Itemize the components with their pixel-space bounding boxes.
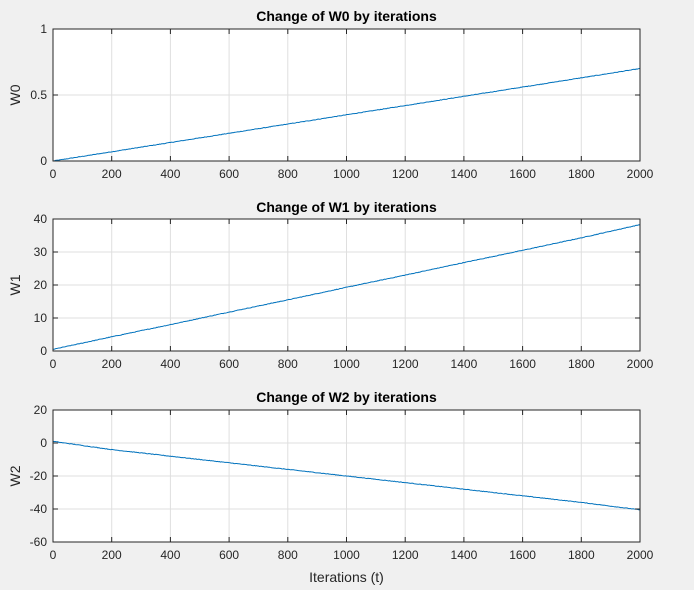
y-tick-label: 0.5: [30, 88, 47, 102]
axes: 0 200 400 600 800 1000 1200 1400 1600 1800 2000-60…: [30, 403, 654, 562]
y-tick-label: 20: [34, 278, 48, 292]
x-tick-label: 1600: [509, 357, 536, 371]
chart-title: Change of W1 by iterations: [256, 199, 437, 215]
x-tick-label: 200: [102, 548, 122, 562]
y-tick-label: 1: [40, 22, 47, 36]
x-tick-label: 2000: [627, 548, 654, 562]
y-axis-label: W2: [7, 465, 23, 486]
x-tick-label: 0: [50, 167, 57, 181]
subplot-w0: 0 200 400 600 800 1000 1200 1400 1600 1800 2000 0 0.…: [7, 8, 654, 181]
x-tick-label: 0: [50, 357, 57, 371]
y-tick-label: 30: [34, 245, 48, 259]
x-tick-label: 1000: [333, 167, 360, 181]
chart-title: Change of W2 by iterations: [256, 389, 437, 405]
y-tick-label: 10: [34, 311, 48, 325]
x-tick-label: 1000: [333, 357, 360, 371]
x-tick-label: 800: [278, 357, 298, 371]
series-line: [52, 224, 641, 350]
y-tick-label: 40: [34, 212, 48, 226]
x-tick-label: 600: [219, 548, 239, 562]
x-tick-label: 600: [219, 167, 239, 181]
y-tick-label: 0: [40, 344, 47, 358]
x-axis-label: Iterations (t): [309, 569, 384, 585]
x-tick-label: 2000: [627, 167, 654, 181]
x-tick-label: 400: [160, 167, 180, 181]
x-tick-label: 1200: [392, 357, 419, 371]
y-axis-label: W0: [7, 84, 23, 105]
x-tick-label: 1400: [451, 548, 478, 562]
x-tick-label: 1400: [451, 167, 478, 181]
x-tick-label: 1800: [568, 357, 595, 371]
x-tick-label: 1600: [509, 548, 536, 562]
x-tick-label: 1800: [568, 548, 595, 562]
x-tick-label: 1000: [333, 548, 360, 562]
subplot-w2: 0 200 400 600 800 1000 1200 1400 1600 1800 2000-60…: [7, 389, 654, 585]
x-tick-label: 800: [278, 167, 298, 181]
y-axis-label: W1: [7, 274, 23, 295]
axes: 0 200 400 600 800 1000 1200 1400 1600 1800 2000 0 10…: [34, 212, 654, 371]
x-tick-label: 1600: [509, 167, 536, 181]
y-tick-label: 0: [40, 154, 47, 168]
series-line: [52, 67, 641, 162]
x-tick-label: 200: [102, 357, 122, 371]
y-tick-label: -60: [30, 535, 48, 549]
subplot-w1: 0 200 400 600 800 1000 1200 1400 1600 1800 2000 0 10…: [7, 199, 654, 371]
y-tick-label: 20: [34, 403, 48, 417]
x-tick-label: 1200: [392, 167, 419, 181]
x-tick-label: 200: [102, 167, 122, 181]
x-tick-label: 1800: [568, 167, 595, 181]
y-tick-label: -40: [30, 502, 48, 516]
x-tick-label: 600: [219, 357, 239, 371]
x-tick-label: 2000: [627, 357, 654, 371]
axes: 0 200 400 600 800 1000 1200 1400 1600 1800 2000 0 0.…: [30, 22, 653, 181]
x-tick-label: 1400: [451, 357, 478, 371]
x-tick-label: 1200: [392, 548, 419, 562]
x-tick-label: 400: [160, 548, 180, 562]
x-tick-label: 400: [160, 357, 180, 371]
x-tick-label: 0: [50, 548, 57, 562]
series-line: [52, 440, 641, 511]
chart-title: Change of W0 by iterations: [256, 8, 437, 24]
x-tick-label: 800: [278, 548, 298, 562]
y-tick-label: -20: [30, 469, 48, 483]
y-tick-label: 0: [40, 436, 47, 450]
